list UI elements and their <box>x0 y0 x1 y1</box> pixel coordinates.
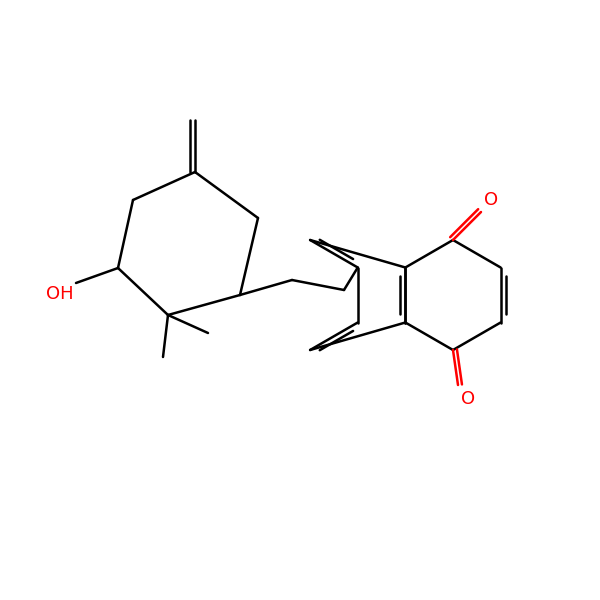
Text: O: O <box>461 390 475 408</box>
Text: O: O <box>484 191 498 209</box>
Text: OH: OH <box>46 285 74 303</box>
